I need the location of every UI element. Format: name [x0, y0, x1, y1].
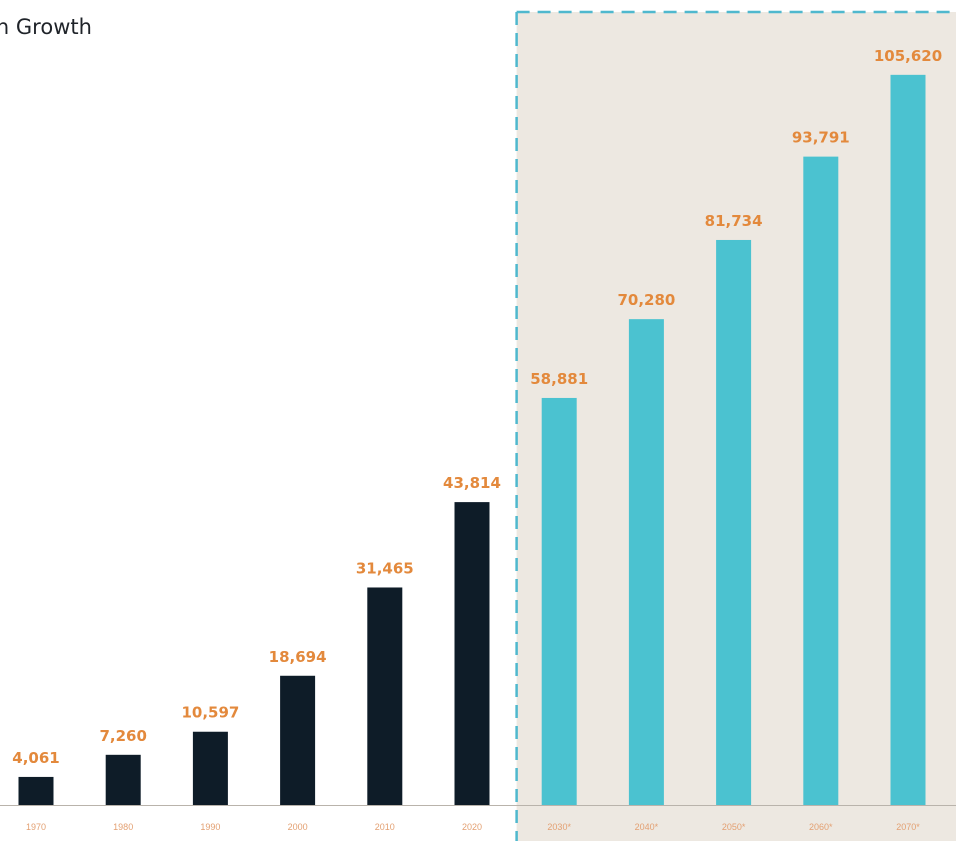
- x-tick-label-2040*: 2040*: [635, 822, 659, 832]
- value-label-2050*: 81,734: [705, 212, 763, 230]
- value-label-2070*: 105,620: [874, 47, 942, 65]
- value-label-1980: 7,260: [99, 727, 146, 745]
- value-label-1990: 10,597: [181, 704, 239, 722]
- value-label-2020: 43,814: [443, 474, 501, 492]
- bar-1990: [192, 731, 228, 805]
- bar-1970: [18, 776, 54, 805]
- value-label-2000: 18,694: [269, 648, 327, 666]
- x-tick-label-2030*: 2030*: [547, 822, 571, 832]
- value-label-2060*: 93,791: [792, 129, 850, 147]
- bar-2000: [280, 675, 316, 805]
- x-tick-label-2050*: 2050*: [722, 822, 746, 832]
- bar-2060*: [803, 156, 839, 805]
- value-label-1970: 4,061: [12, 749, 59, 767]
- x-tick-label-1990: 1990: [200, 822, 220, 832]
- x-tick-label-2010: 2010: [375, 822, 395, 832]
- x-tick-label-1980: 1980: [113, 822, 133, 832]
- bar-1980: [105, 754, 141, 805]
- x-tick-label-1970: 1970: [26, 822, 46, 832]
- x-tick-labels-group: 1970 1980 1990 2000 2010 2020 2030* 2040* 2050* 2…: [26, 822, 920, 832]
- value-labels-group: 4,061 7,260 10,597 18,694 31,465 43,814 58,881…: [12, 47, 942, 767]
- x-tick-label-2070*: 2070*: [896, 822, 920, 832]
- x-tick-label-2000: 2000: [288, 822, 308, 832]
- x-tick-label-2020: 2020: [462, 822, 482, 832]
- chart-title: tion Growth: [0, 15, 92, 39]
- value-label-2040*: 70,280: [617, 291, 675, 309]
- value-label-2030*: 58,881: [530, 370, 588, 388]
- bar-2050*: [716, 239, 752, 805]
- bar-2030*: [541, 397, 577, 805]
- bar-2040*: [628, 319, 664, 805]
- bar-2070*: [890, 74, 926, 805]
- bars-group: [18, 74, 926, 805]
- bar-2020: [454, 502, 490, 805]
- value-label-2010: 31,465: [356, 559, 414, 577]
- x-tick-label-2060*: 2060*: [809, 822, 833, 832]
- bar-2010: [367, 587, 403, 805]
